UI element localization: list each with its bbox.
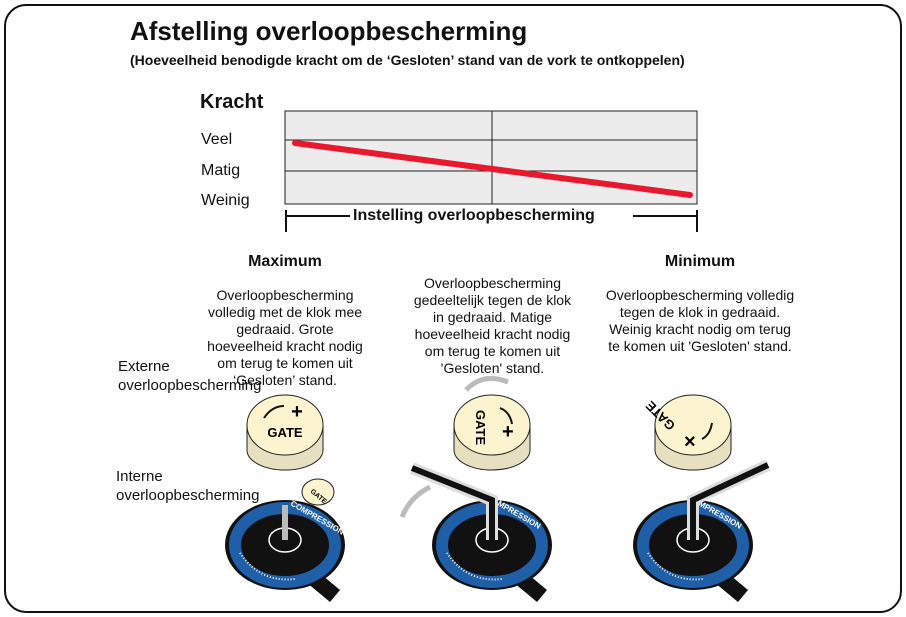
column-mid: Overloopbescherming gedeeltelijk tegen d… — [390, 258, 595, 394]
graph-xlabel: Instelling overloopbescherming — [353, 207, 595, 224]
gate-knob-mid: GATE + — [453, 394, 531, 471]
force-line — [292, 140, 693, 198]
label-internal: Interne overloopbescherming — [116, 468, 260, 504]
column-min-heading: Minimum — [664, 253, 736, 270]
rotate-arrow-icon — [399, 484, 432, 518]
column-min: Minimum Overloopbescherming volledig teg… — [585, 236, 815, 372]
gate-label: GATE — [267, 425, 302, 440]
x-axis-bracket — [285, 210, 698, 232]
svg-text:×: × — [684, 431, 696, 453]
column-mid-text: Overloopbescherming gedeeltelijk tegen d… — [413, 275, 572, 376]
page-title: Afstelling overloopbescherming — [130, 16, 528, 46]
column-max: Maximum Overloopbescherming volledig met… — [180, 236, 390, 406]
svg-text:GATE: GATE — [473, 410, 488, 445]
gate-knob-min: GATE × — [642, 394, 732, 471]
frame-border — [4, 4, 902, 613]
small-gate-cap — [301, 478, 335, 506]
column-min-text: Overloopbescherming volledig tegen de kl… — [605, 287, 795, 354]
level-weinig: Weinig — [201, 192, 250, 209]
graph-ylabel: Kracht — [200, 91, 264, 113]
column-max-heading: Maximum — [248, 253, 322, 270]
label-external: Externe overloopbescherming — [118, 358, 262, 394]
svg-text:+: + — [502, 421, 514, 443]
level-matig: Matig — [201, 162, 241, 179]
subtitle: (Hoeveelheid benodigde kracht om de ‘Ges… — [130, 52, 685, 68]
svg-text:+: + — [291, 401, 303, 423]
column-max-text: Overloopbescherming volledig met de klok… — [207, 287, 363, 388]
level-veel: Veel — [201, 131, 233, 148]
rotate-arrow-icon — [464, 375, 509, 392]
compression-dial: COMPRESSION — [225, 499, 346, 602]
gate-knob-max: + GATE — [246, 394, 324, 471]
